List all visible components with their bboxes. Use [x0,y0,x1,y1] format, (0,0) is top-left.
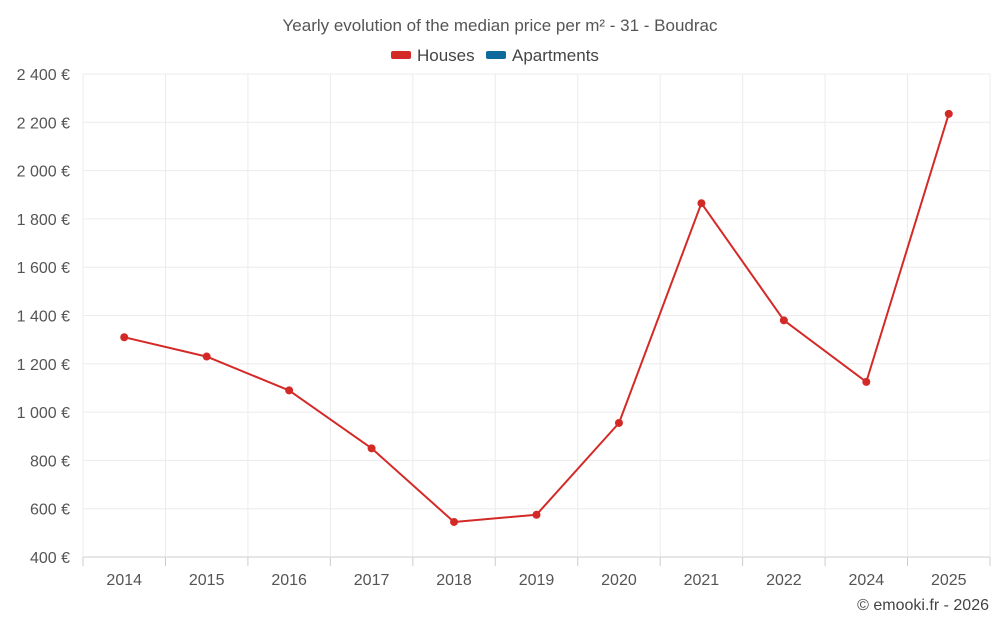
data-point[interactable] [532,510,541,519]
credit-text: © emooki.fr - 2026 [857,597,989,614]
data-point[interactable] [120,333,129,342]
legend-swatch-houses [391,51,411,59]
x-tick-label: 2015 [189,572,225,589]
legend-item-houses[interactable]: Houses [391,46,475,65]
y-tick-label: 1 600 € [17,260,70,277]
x-tick-label: 2021 [684,572,720,589]
x-tick-label: 2014 [106,572,142,589]
chart-title: Yearly evolution of the median price per… [283,16,718,35]
data-point[interactable] [285,386,294,395]
data-point[interactable] [614,418,623,427]
data-point[interactable] [697,199,706,208]
grid [82,73,991,558]
y-tick-label: 800 € [30,453,70,470]
y-tick-label: 1 200 € [17,357,70,374]
y-tick-label: 2 400 € [17,67,70,84]
data-point[interactable] [367,444,376,453]
y-tick-label: 2 000 € [17,164,70,181]
y-axis: 400 € 600 € 800 € 1 000 € 1 200 € 1 400 € 1 60… [17,67,70,567]
x-tick-label: 2016 [271,572,307,589]
y-tick-label: 1 400 € [17,309,70,326]
legend-label-houses: Houses [417,46,475,65]
data-point[interactable] [944,109,953,118]
y-tick-label: 1 000 € [17,405,70,422]
x-tick-label: 2018 [436,572,472,589]
x-tick-label: 2017 [354,572,390,589]
x-tick-label: 2020 [601,572,637,589]
y-tick-label: 1 800 € [17,212,70,229]
legend-swatch-apartments [486,51,506,59]
x-tick-label: 2025 [931,572,967,589]
legend-item-apartments[interactable]: Apartments [486,46,599,65]
series-houses [120,109,953,526]
legend-label-apartments: Apartments [512,46,599,65]
y-tick-label: 2 200 € [17,115,70,132]
y-tick-label: 400 € [30,550,70,567]
y-tick-label: 600 € [30,502,70,519]
x-axis: 2014 2015 2016 2017 2018 2019 2020 2021 2022 2024… [82,557,991,589]
data-point[interactable] [862,377,871,386]
x-tick-label: 2024 [849,572,885,589]
data-point[interactable] [202,352,211,361]
x-tick-label: 2022 [766,572,802,589]
legend: Houses Apartments [391,46,599,65]
data-point[interactable] [779,316,788,325]
data-point[interactable] [450,517,459,526]
x-tick-label: 2019 [519,572,555,589]
